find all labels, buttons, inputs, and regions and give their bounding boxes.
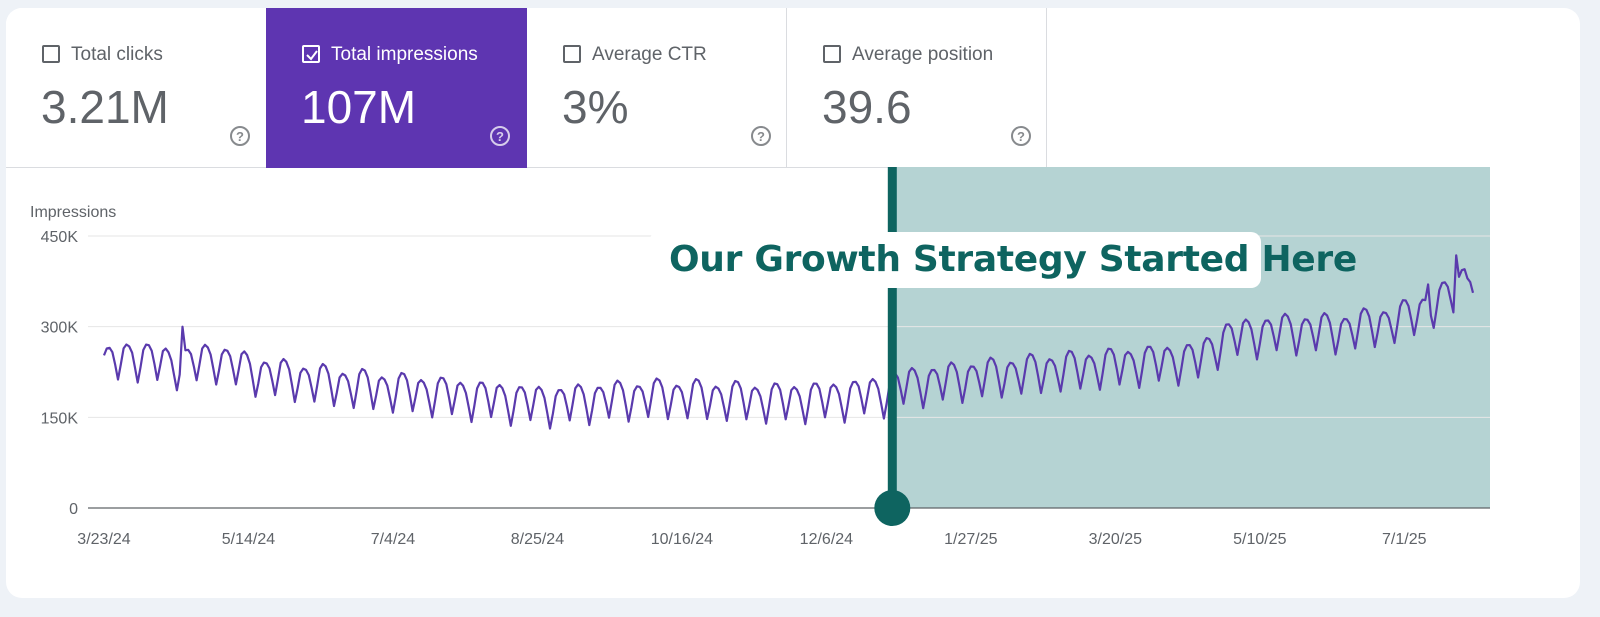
- x-tick-label: 8/25/24: [511, 531, 564, 548]
- highlight-region: [892, 167, 1490, 508]
- impressions-chart: Impressions 0 150K 300K 450K 3/23/24 5/14/24…: [30, 167, 1490, 548]
- metric-value: 107M: [301, 81, 417, 133]
- metric-value: 3%: [562, 81, 629, 133]
- growth-annotation: Our Growth Strategy Started Here: [649, 232, 1357, 288]
- help-icon[interactable]: ?: [230, 126, 250, 146]
- x-tick-label: 10/16/24: [651, 531, 713, 548]
- metric-total-clicks[interactable]: Total clicks 3.21M ?: [6, 8, 272, 168]
- metric-label: Average CTR: [592, 44, 707, 65]
- metric-label: Total impressions: [331, 44, 478, 65]
- x-tick-label: 3/23/24: [77, 531, 130, 548]
- growth-marker-dot: [874, 490, 911, 526]
- checkbox-checked-icon[interactable]: [302, 45, 320, 63]
- x-tick-label: 7/4/24: [371, 531, 416, 548]
- x-tick-label: 5/10/25: [1233, 531, 1286, 548]
- x-tick-label: 5/14/24: [222, 531, 275, 548]
- x-tick-label: 12/6/24: [800, 531, 853, 548]
- metric-value: 3.21M: [41, 81, 169, 133]
- gridlines: [88, 235, 1490, 509]
- impressions-series-line: [102, 254, 1475, 430]
- checkbox-icon[interactable]: [823, 45, 841, 63]
- help-icon[interactable]: ?: [751, 126, 771, 146]
- checkbox-icon[interactable]: [563, 45, 581, 63]
- help-icon[interactable]: ?: [1011, 126, 1031, 146]
- metric-label: Total clicks: [71, 44, 163, 65]
- x-tick-label: 7/1/25: [1382, 531, 1427, 548]
- y-tick-label: 150K: [41, 410, 79, 427]
- metric-total-impressions[interactable]: Total impressions 107M ?: [266, 8, 527, 168]
- metric-average-ctr[interactable]: Average CTR 3% ?: [527, 8, 787, 168]
- x-tick-label: 3/20/25: [1089, 531, 1142, 548]
- metric-average-position[interactable]: Average position 39.6 ?: [787, 8, 1047, 168]
- y-tick-label: 450K: [41, 229, 79, 246]
- y-axis-label: Impressions: [30, 204, 116, 221]
- y-ticks: 0 150K 300K 450K: [41, 229, 79, 518]
- y-tick-label: 300K: [41, 320, 79, 337]
- y-tick-label: 0: [69, 501, 78, 518]
- metric-value: 39.6: [822, 81, 912, 133]
- checkbox-icon[interactable]: [42, 45, 60, 63]
- help-icon[interactable]: ?: [490, 126, 510, 146]
- metric-label: Average position: [852, 44, 994, 65]
- x-ticks: 3/23/24 5/14/24 7/4/24 8/25/24 10/16/24 12/6/…: [77, 531, 1426, 548]
- x-tick-label: 1/27/25: [944, 531, 997, 548]
- performance-card: Total clicks 3.21M ? Total impressions 1…: [6, 8, 1580, 598]
